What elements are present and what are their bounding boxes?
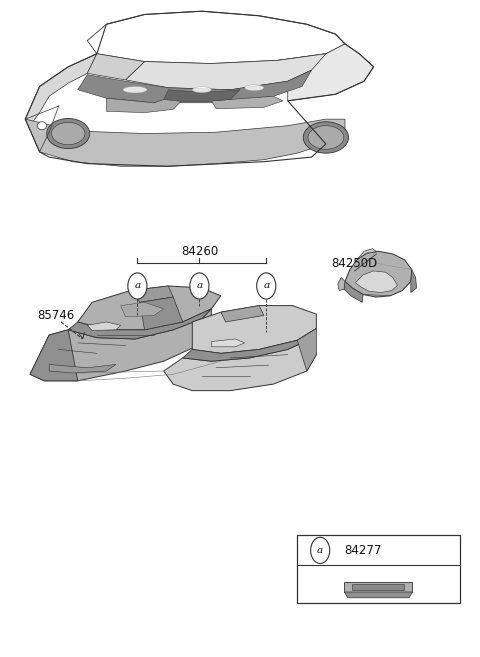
Polygon shape bbox=[211, 97, 283, 108]
Polygon shape bbox=[221, 306, 264, 322]
Polygon shape bbox=[297, 328, 316, 371]
Text: a: a bbox=[317, 546, 323, 555]
Polygon shape bbox=[30, 309, 211, 381]
Text: a: a bbox=[134, 281, 141, 290]
Polygon shape bbox=[130, 286, 173, 302]
Polygon shape bbox=[68, 309, 211, 339]
Text: a: a bbox=[263, 281, 269, 290]
Ellipse shape bbox=[123, 87, 147, 93]
Polygon shape bbox=[107, 98, 183, 112]
Polygon shape bbox=[356, 271, 397, 292]
Text: 85746: 85746 bbox=[37, 309, 75, 322]
Polygon shape bbox=[192, 306, 316, 353]
Ellipse shape bbox=[51, 122, 85, 145]
Polygon shape bbox=[357, 249, 378, 260]
Text: 84250D: 84250D bbox=[331, 257, 378, 269]
Polygon shape bbox=[125, 54, 326, 90]
Polygon shape bbox=[411, 269, 417, 292]
Ellipse shape bbox=[303, 122, 348, 153]
Polygon shape bbox=[87, 11, 345, 64]
Polygon shape bbox=[345, 251, 412, 297]
Text: 84277: 84277 bbox=[344, 544, 382, 557]
Polygon shape bbox=[211, 339, 245, 347]
Polygon shape bbox=[49, 365, 116, 373]
Circle shape bbox=[190, 273, 209, 299]
Polygon shape bbox=[338, 277, 345, 290]
Polygon shape bbox=[78, 70, 312, 102]
Polygon shape bbox=[278, 44, 373, 101]
Polygon shape bbox=[87, 54, 144, 80]
Polygon shape bbox=[344, 281, 363, 302]
Polygon shape bbox=[344, 582, 412, 592]
Circle shape bbox=[311, 537, 330, 564]
Ellipse shape bbox=[245, 85, 264, 91]
Polygon shape bbox=[120, 302, 164, 317]
Polygon shape bbox=[30, 330, 78, 381]
Circle shape bbox=[257, 273, 276, 299]
Polygon shape bbox=[25, 119, 345, 166]
Text: a: a bbox=[196, 281, 203, 290]
Polygon shape bbox=[164, 90, 240, 101]
Text: 84260: 84260 bbox=[181, 245, 218, 258]
Polygon shape bbox=[78, 286, 221, 330]
FancyBboxPatch shape bbox=[297, 535, 459, 603]
Polygon shape bbox=[183, 328, 316, 361]
Polygon shape bbox=[344, 592, 412, 598]
Polygon shape bbox=[25, 54, 97, 125]
Polygon shape bbox=[87, 322, 120, 330]
Ellipse shape bbox=[192, 87, 211, 93]
Polygon shape bbox=[164, 338, 316, 391]
Ellipse shape bbox=[308, 125, 344, 149]
Ellipse shape bbox=[37, 122, 47, 129]
Circle shape bbox=[128, 273, 147, 299]
Polygon shape bbox=[352, 584, 404, 590]
Polygon shape bbox=[140, 297, 183, 330]
Ellipse shape bbox=[47, 118, 90, 148]
